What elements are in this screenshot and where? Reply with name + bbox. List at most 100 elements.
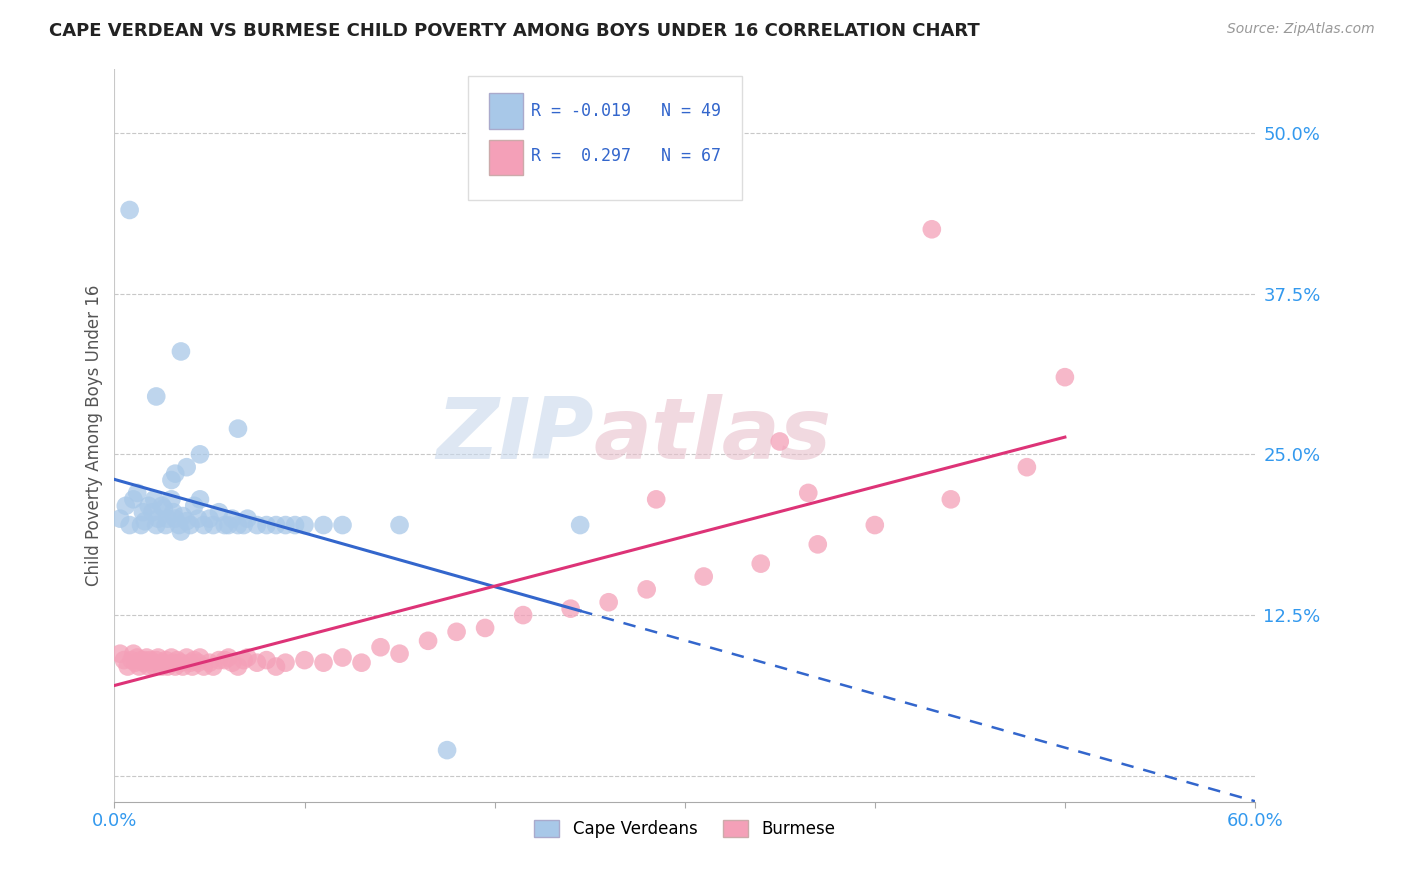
Point	[921, 222, 943, 236]
Point	[436, 743, 458, 757]
Point	[221, 511, 243, 525]
Y-axis label: Child Poverty Among Boys Under 16: Child Poverty Among Boys Under 16	[86, 285, 103, 586]
Legend: Cape Verdeans, Burmese: Cape Verdeans, Burmese	[527, 813, 842, 845]
Point	[150, 499, 173, 513]
Point	[122, 492, 145, 507]
Text: ZIP: ZIP	[436, 393, 593, 476]
Point	[145, 518, 167, 533]
Point	[112, 653, 135, 667]
Point	[160, 492, 183, 507]
Point	[198, 656, 221, 670]
Point	[769, 434, 792, 449]
Point	[217, 518, 239, 533]
Point	[636, 582, 658, 597]
Point	[232, 653, 254, 667]
Point	[512, 608, 534, 623]
Point	[294, 653, 316, 667]
FancyBboxPatch shape	[488, 140, 523, 175]
Point	[117, 659, 139, 673]
Point	[118, 518, 141, 533]
Text: CAPE VERDEAN VS BURMESE CHILD POVERTY AMONG BOYS UNDER 16 CORRELATION CHART: CAPE VERDEAN VS BURMESE CHILD POVERTY AM…	[49, 22, 980, 40]
Point	[188, 447, 211, 461]
Point	[214, 653, 236, 667]
Point	[264, 518, 287, 533]
Point	[114, 499, 136, 513]
Point	[1053, 370, 1076, 384]
Point	[176, 514, 198, 528]
Point	[388, 518, 411, 533]
Point	[221, 656, 243, 670]
Point	[749, 557, 772, 571]
Point	[193, 518, 215, 533]
Point	[160, 473, 183, 487]
Point	[146, 511, 169, 525]
Point	[332, 650, 354, 665]
Text: Source: ZipAtlas.com: Source: ZipAtlas.com	[1227, 22, 1375, 37]
Point	[108, 647, 131, 661]
Point	[474, 621, 496, 635]
Point	[170, 524, 193, 539]
Point	[645, 492, 668, 507]
Point	[569, 518, 592, 533]
Point	[226, 422, 249, 436]
Point	[176, 460, 198, 475]
Point	[166, 653, 188, 667]
Point	[416, 633, 439, 648]
Point	[187, 656, 209, 670]
Point	[183, 499, 205, 513]
Point	[170, 344, 193, 359]
Point	[155, 653, 177, 667]
Point	[236, 650, 259, 665]
Point	[693, 569, 716, 583]
Point	[162, 656, 184, 670]
FancyBboxPatch shape	[488, 94, 523, 128]
FancyBboxPatch shape	[468, 76, 742, 201]
Point	[129, 518, 152, 533]
Point	[134, 514, 156, 528]
Point	[150, 659, 173, 673]
Point	[939, 492, 962, 507]
Point	[160, 650, 183, 665]
Point	[202, 518, 225, 533]
Point	[162, 505, 184, 519]
Point	[370, 640, 392, 655]
Point	[170, 656, 193, 670]
Point	[145, 389, 167, 403]
Point	[246, 656, 269, 670]
Point	[155, 518, 177, 533]
Point	[181, 659, 204, 673]
Point	[124, 656, 146, 670]
Point	[167, 518, 190, 533]
Point	[145, 653, 167, 667]
Point	[165, 659, 187, 673]
Point	[132, 656, 155, 670]
Point	[156, 511, 179, 525]
Point	[256, 653, 278, 667]
Point	[122, 647, 145, 661]
Point	[863, 518, 886, 533]
Point	[128, 659, 150, 673]
Point	[1015, 460, 1038, 475]
Point	[274, 518, 297, 533]
Point	[193, 659, 215, 673]
Point	[121, 653, 143, 667]
Point	[246, 518, 269, 533]
Point	[188, 650, 211, 665]
Point	[134, 653, 156, 667]
Point	[165, 467, 187, 481]
Point	[332, 518, 354, 533]
Point	[153, 656, 176, 670]
Point	[187, 511, 209, 525]
Point	[108, 511, 131, 525]
Text: atlas: atlas	[593, 393, 831, 476]
Point	[141, 505, 163, 519]
Point	[198, 511, 221, 525]
Point	[176, 650, 198, 665]
Point	[132, 505, 155, 519]
Point	[208, 505, 231, 519]
Point	[226, 659, 249, 673]
Point	[560, 601, 582, 615]
Point	[138, 499, 160, 513]
Point	[446, 624, 468, 639]
Point	[183, 653, 205, 667]
